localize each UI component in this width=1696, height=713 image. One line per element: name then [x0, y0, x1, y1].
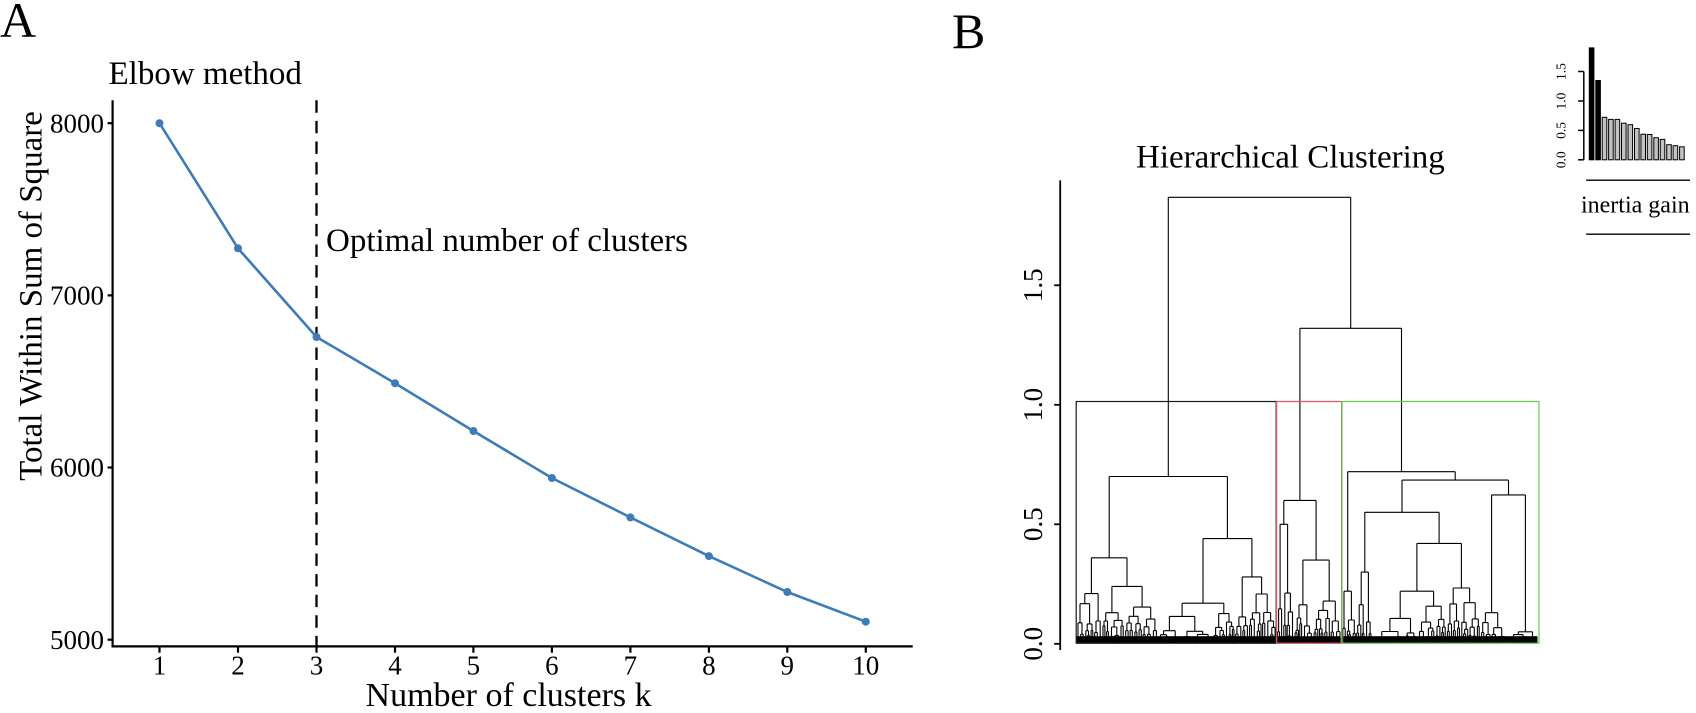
svg-text:1: 1 — [153, 651, 167, 681]
svg-text:Hierarchical Clustering: Hierarchical Clustering — [1136, 140, 1445, 176]
svg-text:0.5: 0.5 — [1554, 122, 1569, 139]
svg-text:1.5: 1.5 — [1554, 63, 1569, 80]
svg-text:1.0: 1.0 — [1018, 388, 1048, 422]
svg-text:2: 2 — [231, 651, 245, 681]
svg-text:inertia gain: inertia gain — [1581, 192, 1690, 218]
svg-text:8: 8 — [702, 651, 716, 681]
svg-text:9: 9 — [781, 651, 795, 681]
svg-text:7: 7 — [624, 651, 638, 681]
svg-text:1.0: 1.0 — [1554, 92, 1569, 109]
svg-text:3: 3 — [310, 651, 324, 681]
svg-text:0.0: 0.0 — [1554, 151, 1569, 168]
svg-text:1.5: 1.5 — [1018, 268, 1048, 302]
svg-text:0.0: 0.0 — [1018, 627, 1048, 661]
svg-text:6000: 6000 — [50, 453, 104, 483]
svg-text:5: 5 — [467, 651, 481, 681]
svg-text:A: A — [0, 0, 36, 48]
svg-text:10: 10 — [852, 651, 879, 681]
svg-text:6: 6 — [545, 651, 559, 681]
svg-text:Optimal number of clusters: Optimal number of clusters — [326, 223, 688, 259]
svg-text:Elbow method: Elbow method — [109, 56, 303, 92]
svg-text:0.5: 0.5 — [1018, 507, 1048, 541]
svg-text:5000: 5000 — [50, 625, 104, 655]
svg-text:Total Within Sum of Square: Total Within Sum of Square — [14, 111, 50, 481]
svg-text:8000: 8000 — [50, 108, 104, 138]
svg-text:Number of clusters k: Number of clusters k — [366, 677, 652, 713]
svg-text:7000: 7000 — [50, 281, 104, 311]
svg-text:B: B — [952, 3, 985, 59]
svg-text:4: 4 — [388, 651, 402, 681]
